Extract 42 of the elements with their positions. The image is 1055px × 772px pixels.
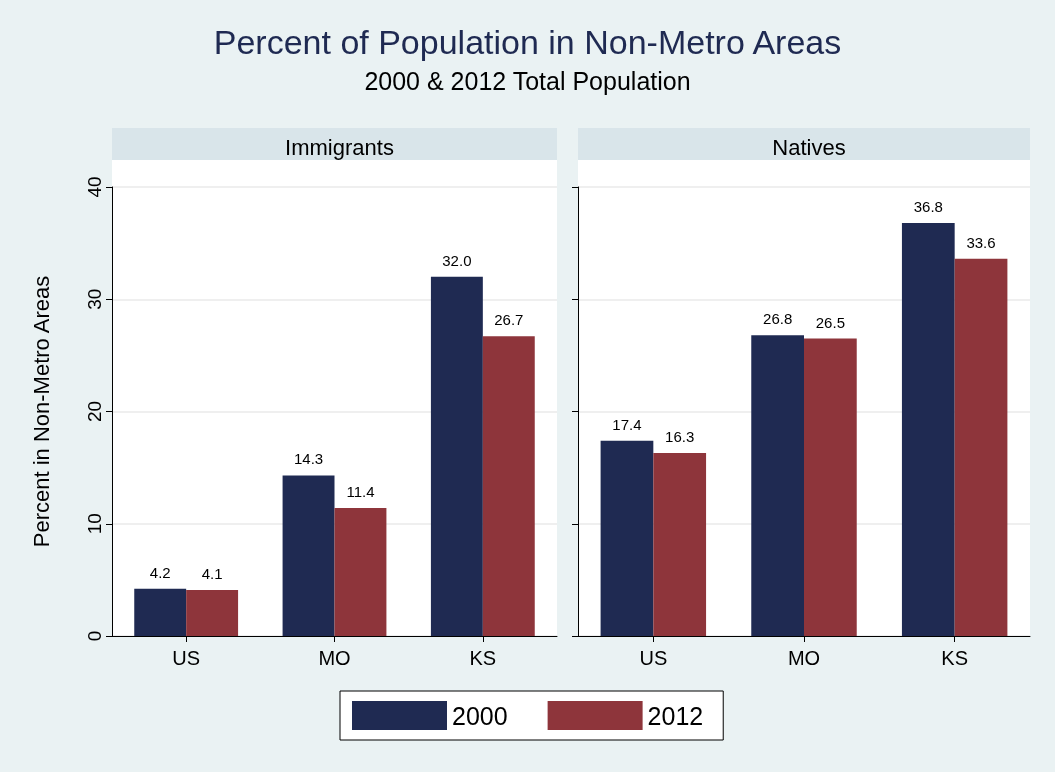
bar xyxy=(804,338,857,636)
chart-title: Natives xyxy=(772,134,846,160)
data-label: 4.2 xyxy=(149,563,171,581)
bar xyxy=(282,475,335,636)
x-tick-label: US xyxy=(172,647,201,669)
y-tick-label: 10 xyxy=(84,513,105,535)
bar xyxy=(901,222,955,636)
data-label: 17.4 xyxy=(612,415,642,433)
legend-label: 2012 xyxy=(647,701,704,730)
bar xyxy=(482,336,535,636)
bar xyxy=(430,276,483,636)
data-label: 26.7 xyxy=(494,311,524,329)
legend-label: 2000 xyxy=(452,701,508,730)
bar xyxy=(954,258,1008,636)
y-tick-label: 0 xyxy=(84,630,105,642)
y-axis-title: Percent in Non-Metro Areas xyxy=(28,275,54,548)
data-label: 14.3 xyxy=(293,450,324,468)
x-tick-label: MO xyxy=(787,647,821,669)
x-tick-label: US xyxy=(639,647,668,669)
bar xyxy=(334,508,387,636)
bar xyxy=(751,335,804,636)
bar xyxy=(134,588,187,636)
y-tick-label: 20 xyxy=(84,400,105,423)
data-label: 26.8 xyxy=(763,310,793,328)
text: 2000 & 2012 Total Population xyxy=(363,66,692,97)
data-label: 26.5 xyxy=(815,313,845,331)
data-label: 33.6 xyxy=(966,233,996,251)
x-tick-label: MO xyxy=(318,647,351,669)
text: Percent of Population in Non-Metro Areas xyxy=(212,22,843,63)
data-label: 36.8 xyxy=(913,197,943,215)
x-tick-label: KS xyxy=(941,647,969,669)
data-label: 16.3 xyxy=(665,428,695,446)
bar xyxy=(653,453,707,636)
y-tick-label: 30 xyxy=(84,288,105,310)
y-tick-label: 40 xyxy=(84,176,105,198)
x-tick-label: KS xyxy=(469,647,497,669)
data-label: 11.4 xyxy=(346,483,375,501)
data-label: 32.0 xyxy=(442,251,472,269)
bar xyxy=(186,589,239,636)
chart-title: Immigrants xyxy=(285,134,394,160)
bar xyxy=(600,440,654,636)
data-label: 4.1 xyxy=(201,564,223,582)
